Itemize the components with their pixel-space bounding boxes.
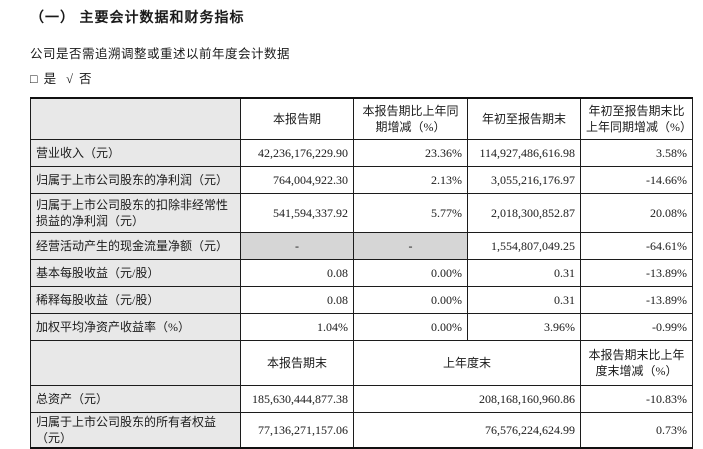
table-row-operating-cash-flow: 经营活动产生的现金流量净额（元） - - 1,554,807,049.25 -6…: [30, 232, 693, 260]
value-cell: -10.83%: [580, 385, 693, 413]
value-cell: 0.31: [467, 286, 581, 314]
restatement-question: 公司是否需追溯调整或重述以前年度会计数据: [30, 47, 291, 61]
table-row-net-profit-excl-nonrecurring: 归属于上市公司股东的扣除非经常性损益的净利润（元） 541,594,337.92…: [30, 193, 693, 233]
value-cell: 3.96%: [467, 313, 581, 341]
header-current-period: 本报告期: [240, 97, 354, 140]
table-row-basic-eps: 基本每股收益（元/股） 0.08 0.00% 0.31 -13.89%: [30, 259, 693, 287]
header-period-yoy-change: 本报告期比上年同期增减（%）: [353, 97, 468, 140]
value-cell: 2.13%: [353, 166, 468, 194]
value-cell: 42,236,176,229.90: [240, 139, 354, 167]
value-cell: 1.04%: [240, 313, 354, 341]
value-cell: 0.73%: [580, 412, 693, 449]
table-row-net-profit: 归属于上市公司股东的净利润（元） 764,004,922.30 2.13% 3,…: [30, 166, 693, 194]
header-prior-year-end: 上年度末: [353, 340, 581, 386]
table-row-total-assets: 总资产（元） 185,630,444,877.38 208,168,160,96…: [30, 385, 693, 413]
row-label: 归属于上市公司股东的净利润（元）: [30, 166, 241, 194]
value-cell: 2,018,300,852.87: [467, 193, 581, 233]
value-cell: 0.00%: [353, 313, 468, 341]
header-period-end: 本报告期末: [240, 340, 354, 386]
value-cell: -13.89%: [580, 259, 693, 287]
value-cell: 764,004,922.30: [240, 166, 354, 194]
value-cell: 114,927,486,616.98: [467, 139, 581, 167]
value-cell: -14.66%: [580, 166, 693, 194]
row-label: 基本每股收益（元/股）: [30, 259, 241, 287]
header-empty-cell: [30, 340, 241, 386]
value-cell: 1,554,807,049.25: [467, 232, 581, 260]
checkmark-no-icon: √: [66, 72, 73, 86]
value-cell: 3.58%: [580, 139, 693, 167]
empty-value-cell: -: [240, 232, 354, 260]
table-row-diluted-eps: 稀释每股收益（元/股） 0.08 0.00% 0.31 -13.89%: [30, 286, 693, 314]
value-cell: 0.08: [240, 286, 354, 314]
header-ytd-yoy-change: 年初至报告期末比上年同期增减（%）: [580, 97, 693, 140]
value-cell: 0.08: [240, 259, 354, 287]
empty-value-cell: -: [353, 232, 468, 260]
value-cell: 0.00%: [353, 259, 468, 287]
row-label: 经营活动产生的现金流量净额（元）: [30, 232, 241, 260]
row-label: 稀释每股收益（元/股）: [30, 286, 241, 314]
row-label: 归属于上市公司股东的扣除非经常性损益的净利润（元）: [30, 193, 241, 233]
table-row-revenue: 营业收入（元） 42,236,176,229.90 23.36% 114,927…: [30, 139, 693, 167]
value-cell: 0.00%: [353, 286, 468, 314]
value-cell: 77,136,271,157.06: [240, 412, 354, 449]
value-cell: 5.77%: [353, 193, 468, 233]
value-cell: 3,055,216,176.97: [467, 166, 581, 194]
value-cell: 20.08%: [580, 193, 693, 233]
header-period-end-change: 本报告期末比上年度末增减（%）: [580, 340, 693, 386]
header-ytd: 年初至报告期末: [467, 97, 581, 140]
value-cell: -64.61%: [580, 232, 693, 260]
value-cell: 76,576,224,624.99: [353, 412, 581, 449]
section-title: （一） 主要会计数据和财务指标: [30, 11, 245, 26]
table-row-weighted-avg-roe: 加权平均净资产收益率（%） 1.04% 0.00% 3.96% -0.99%: [30, 313, 693, 341]
header-empty-cell: [30, 97, 241, 140]
value-cell: 0.31: [467, 259, 581, 287]
table-header-row-2: 本报告期末 上年度末 本报告期末比上年度末增减（%）: [30, 340, 693, 386]
value-cell: 185,630,444,877.38: [240, 385, 354, 413]
restatement-answer: □ 是 √ 否: [30, 71, 692, 87]
value-cell: -0.99%: [580, 313, 693, 341]
option-yes-label: 是: [43, 72, 57, 86]
value-cell: 208,168,160,960.86: [353, 385, 581, 413]
row-label: 营业收入（元）: [30, 139, 241, 167]
financial-indicators-table: 本报告期 本报告期比上年同期增减（%） 年初至报告期末 年初至报告期末比上年同期…: [30, 97, 693, 449]
table-row-shareholders-equity: 归属于上市公司股东的所有者权益（元） 77,136,271,157.06 76,…: [30, 412, 693, 449]
value-cell: -13.89%: [580, 286, 693, 314]
table-header-row-1: 本报告期 本报告期比上年同期增减（%） 年初至报告期末 年初至报告期末比上年同期…: [30, 97, 693, 140]
value-cell: 23.36%: [353, 139, 468, 167]
option-no-label: 否: [78, 72, 92, 86]
row-label: 总资产（元）: [30, 385, 241, 413]
row-label: 加权平均净资产收益率（%）: [30, 313, 241, 341]
row-label: 归属于上市公司股东的所有者权益（元）: [30, 412, 241, 449]
value-cell: 541,594,337.92: [240, 193, 354, 233]
checkbox-yes-icon: □: [30, 72, 38, 86]
